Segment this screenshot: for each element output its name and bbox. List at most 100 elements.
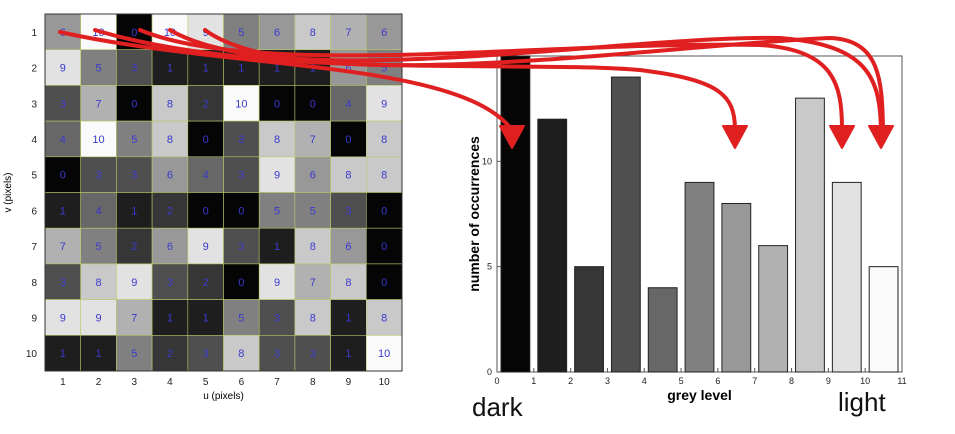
pixel-value: 0	[274, 98, 280, 110]
pixel-cell	[258, 85, 296, 122]
histogram-bar	[574, 266, 604, 373]
pixel-value: 1	[274, 63, 280, 75]
pixel-cell	[151, 334, 189, 372]
histogram-bar	[831, 181, 862, 373]
histogram-y-axis-label: number of occurrences	[466, 136, 482, 292]
pixel-value: 2	[203, 277, 209, 289]
red-arrowhead	[722, 125, 748, 149]
pixel-value: 1	[60, 205, 66, 217]
grid-x-tick-label: 3	[131, 377, 137, 388]
pixel-cell	[80, 263, 117, 300]
pixel-cell	[223, 227, 260, 265]
histogram-bar	[610, 76, 641, 373]
pixel-value: 8	[167, 134, 173, 146]
pixel-value: 8	[381, 312, 387, 324]
grid-y-tick-label: 8	[31, 278, 37, 289]
pixel-value: 6	[310, 170, 316, 182]
pixel-cell	[223, 120, 260, 158]
pixel-value: 6	[274, 27, 280, 39]
pixel-value: 1	[167, 63, 173, 75]
pixel-cell	[116, 120, 153, 158]
pixel-value: 3	[345, 205, 351, 217]
red-arrowhead	[868, 125, 894, 149]
pixel-cell	[223, 334, 260, 372]
pixel-value: 1	[203, 63, 209, 75]
grid-y-tick-label: 2	[31, 64, 37, 75]
pixel-value: 1	[167, 312, 173, 324]
histogram-y-tick-label: 0	[487, 367, 492, 377]
grid-x-tick-label: 5	[203, 377, 209, 388]
pixel-cell	[80, 49, 117, 86]
pixel-value: 3	[238, 241, 244, 253]
pixel-value: 3	[274, 348, 280, 360]
pixel-cell	[187, 85, 224, 122]
pixel-value: 7	[345, 27, 351, 39]
red-arrow	[58, 30, 514, 132]
pixel-cell	[44, 192, 82, 229]
pixel-cell	[151, 227, 189, 265]
pixel-value: 5	[310, 205, 316, 217]
histogram-x-tick-label: 11	[897, 376, 906, 386]
grid-y-tick-label: 1	[31, 28, 37, 39]
pixel-cell	[258, 192, 296, 229]
pixel-cell	[151, 299, 189, 336]
pixel-cell	[80, 192, 117, 229]
pixel-cell	[294, 192, 331, 229]
pixel-value: 6	[167, 241, 173, 253]
pixel-value: 1	[274, 241, 280, 253]
pixel-cell	[294, 334, 331, 372]
pixel-value: 8	[345, 277, 351, 289]
histogram-axes: grey level number of occurrences 0 1 2 3 4 5 6…	[466, 136, 907, 403]
grid-y-tick-label: 3	[31, 99, 37, 110]
histogram-x-tick-label: 9	[826, 376, 831, 386]
pixel-value: 1	[95, 348, 101, 360]
pixel-value: 1	[345, 348, 351, 360]
pixel-value: 0	[131, 27, 137, 39]
pixel-value: 5	[238, 312, 244, 324]
pixel-cell	[151, 120, 189, 158]
pixel-value: 6	[167, 170, 173, 182]
pixel-value: 3	[60, 277, 66, 289]
pixel-value: 3	[310, 348, 316, 360]
pixel-value: 6	[345, 63, 351, 75]
grid-y-tick-label: 10	[26, 349, 38, 360]
dark-label: dark	[472, 392, 523, 422]
pixel-value: 7	[131, 312, 137, 324]
pixel-value: 3	[95, 170, 101, 182]
pixel-cell	[294, 299, 331, 336]
pixel-cell	[187, 120, 224, 158]
histogram-bar	[721, 202, 752, 373]
pixel-value: 5	[131, 348, 137, 360]
histogram-bar	[758, 245, 789, 373]
pixel-value: 5	[131, 134, 137, 146]
pixel-value: 3	[131, 170, 137, 182]
pixel-cell	[365, 85, 403, 122]
pixel-value: 9	[131, 277, 137, 289]
pixel-cell	[187, 227, 224, 265]
pixel-value: 4	[203, 170, 209, 182]
pixel-value: 0	[238, 277, 244, 289]
grid-y-tick-label: 7	[31, 242, 37, 253]
pixel-value: 3	[131, 63, 137, 75]
red-arrow	[203, 28, 885, 130]
pixel-cell	[223, 263, 260, 300]
pixel-value: 9	[203, 241, 209, 253]
pixel-value: 2	[203, 98, 209, 110]
pixel-cell	[294, 227, 331, 265]
histogram-bar	[537, 118, 568, 373]
pixel-value: 9	[274, 170, 280, 182]
pixel-value: 9	[381, 98, 387, 110]
pixel-value: 0	[381, 241, 387, 253]
pixel-value: 5	[381, 63, 387, 75]
pixel-value: 8	[310, 241, 316, 253]
pixel-value: 8	[345, 170, 351, 182]
red-arrowhead	[829, 125, 855, 149]
grid-x-tick-label: 6	[239, 377, 245, 388]
pixel-value: 8	[274, 134, 280, 146]
pixel-cell	[80, 299, 117, 336]
histogram-x-tick-label: 10	[860, 376, 870, 386]
histogram-x-tick-label: 7	[752, 376, 757, 386]
pixel-grid-axes: u (pixels) v (pixels) 1 2 3 4 5 6 7 8 9 101234567…	[3, 28, 390, 402]
pixel-value: 7	[310, 134, 316, 146]
